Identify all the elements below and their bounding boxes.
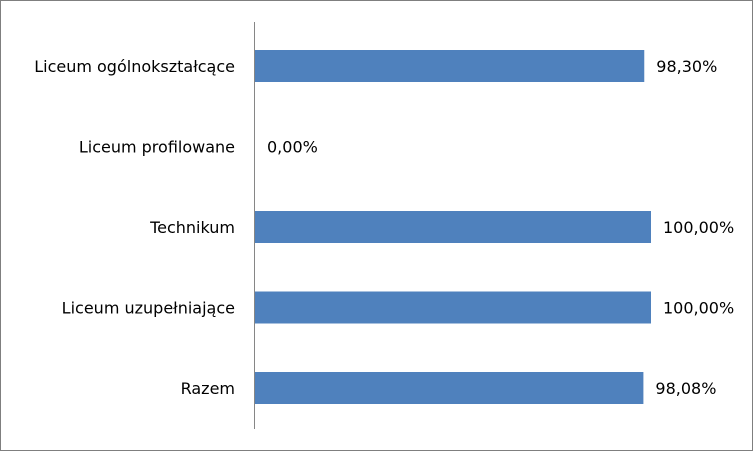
category-label-1: Liceum profilowane [79, 138, 235, 157]
value-label-4: 98,08% [655, 379, 716, 398]
category-labels-group: Liceum ogólnokształcące Liceum profilowan… [34, 57, 235, 398]
category-label-3: Liceum uzupełniające [62, 299, 235, 318]
bar-4 [255, 372, 644, 404]
bars-group [255, 50, 651, 404]
bar-3 [255, 291, 651, 324]
category-label-0: Liceum ogólnokształcące [34, 57, 235, 76]
value-label-0: 98,30% [656, 57, 717, 76]
value-labels-group: 98,30% 0,00% 100,00% 100,00% 98,08% [267, 57, 734, 398]
value-label-2: 100,00% [663, 218, 734, 237]
category-label-4: Razem [181, 379, 235, 398]
bar-2 [255, 211, 651, 243]
bar-0 [255, 50, 645, 82]
value-label-1: 0,00% [267, 138, 318, 157]
category-label-2: Technikum [149, 218, 235, 237]
value-label-3: 100,00% [663, 299, 734, 318]
